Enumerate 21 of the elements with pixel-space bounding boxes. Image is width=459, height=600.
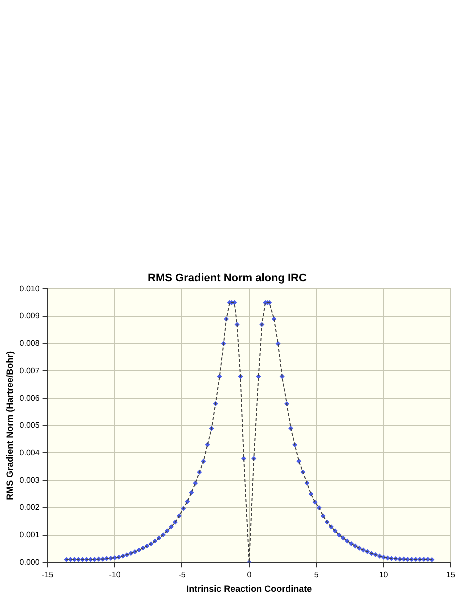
y-tick-label: 0.005 xyxy=(20,421,40,430)
y-tick-label: 0.004 xyxy=(20,448,40,458)
x-axis-title: Intrinsic Reaction Coordinate xyxy=(186,584,312,594)
y-tick-label: 0.007 xyxy=(20,366,40,376)
x-tick-label: -5 xyxy=(178,570,186,580)
x-tick-label: 15 xyxy=(446,570,456,580)
x-tick-label: -15 xyxy=(42,570,54,580)
chart-title: RMS Gradient Norm along IRC xyxy=(148,272,307,285)
y-tick-label: 0.003 xyxy=(20,476,40,485)
y-tick-label: 0.000 xyxy=(20,558,40,567)
y-tick-label: 0.006 xyxy=(20,394,40,403)
y-tick-label: 0.009 xyxy=(20,312,40,321)
x-tick-label: 5 xyxy=(314,570,320,580)
x-tick-label: 10 xyxy=(379,570,389,580)
y-tick-label: 0.008 xyxy=(20,339,40,348)
y-tick-label: 0.001 xyxy=(20,530,40,540)
x-tick-label: 0 xyxy=(247,570,252,580)
y-tick-label: 0.010 xyxy=(20,284,40,294)
x-tick-label: -10 xyxy=(109,570,122,580)
y-axis-title: RMS Gradient Norm (Hartree/Bohr) xyxy=(4,351,15,500)
y-tick-label: 0.002 xyxy=(20,503,40,512)
